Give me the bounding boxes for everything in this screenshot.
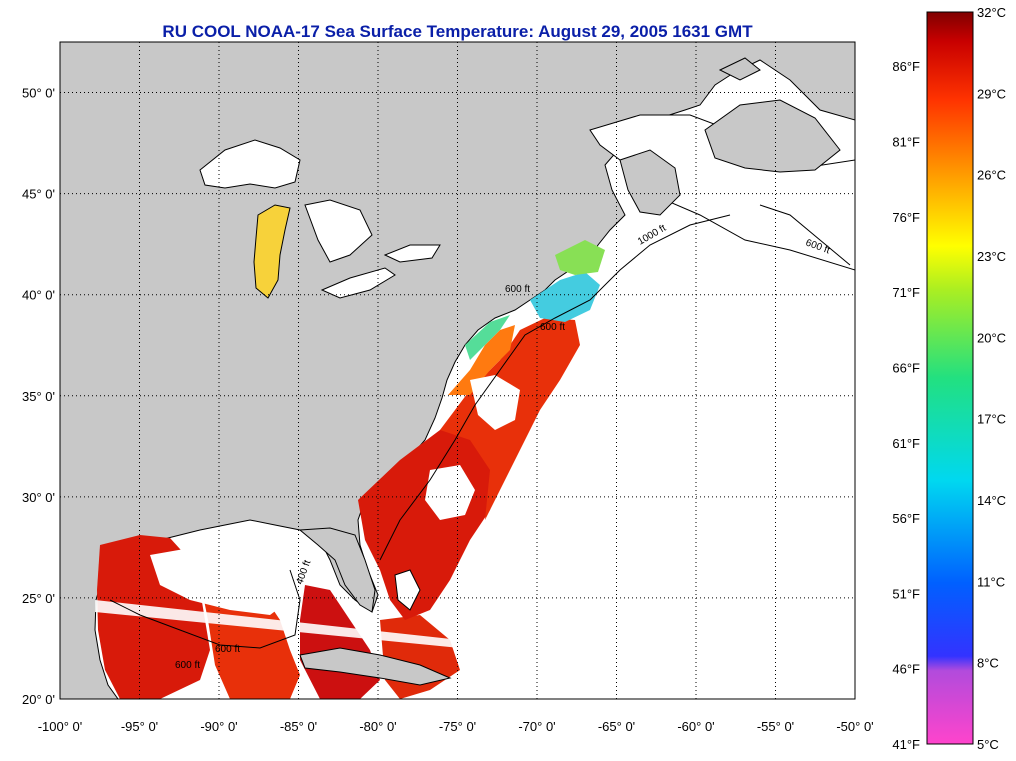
colorbar-fahrenheit-label: 51°F bbox=[892, 586, 920, 601]
lon-tick-label: -70° 0' bbox=[518, 719, 555, 734]
contour-gulf bbox=[109, 569, 301, 649]
cloud-gulf bbox=[150, 548, 290, 615]
lat-tick-label: 35° 0' bbox=[22, 389, 55, 404]
colorbar-fahrenheit-label: 66°F bbox=[892, 360, 920, 375]
lon-tick-label: -85° 0' bbox=[280, 719, 317, 734]
colorbar-fahrenheit-label: 41°F bbox=[892, 737, 920, 752]
greenland-tip bbox=[718, 57, 761, 81]
lake-michigan bbox=[253, 204, 291, 299]
lon-tick-label: -75° 0' bbox=[439, 719, 476, 734]
colorbar-fahrenheit-label: 56°F bbox=[892, 511, 920, 526]
colorbar-celsius-label: 29°C bbox=[977, 86, 1006, 101]
lon-tick-label: -50° 0' bbox=[836, 719, 873, 734]
lat-tick-label: 25° 0' bbox=[22, 591, 55, 606]
colorbar-fahrenheit-label: 76°F bbox=[892, 210, 920, 225]
lake-superior bbox=[199, 139, 301, 189]
colorbar-celsius-label: 17°C bbox=[977, 412, 1006, 427]
colorbar-celsius-label: 32°C bbox=[977, 5, 1006, 20]
lake-huron bbox=[304, 199, 373, 263]
colorbar-fahrenheit-label: 81°F bbox=[892, 135, 920, 150]
cuba bbox=[299, 647, 452, 686]
lon-tick-label: -95° 0' bbox=[121, 719, 158, 734]
sst-florida-atlantic bbox=[358, 420, 500, 620]
colorbar-celsius-label: 14°C bbox=[977, 493, 1006, 508]
lon-tick-label: -55° 0' bbox=[757, 719, 794, 734]
sst-gulf-of-maine-green bbox=[555, 240, 605, 275]
florida-peninsula bbox=[298, 527, 376, 613]
lake-ontario bbox=[383, 244, 441, 263]
colorbar-fahrenheit-label: 71°F bbox=[892, 285, 920, 300]
lon-tick-label: -60° 0' bbox=[677, 719, 714, 734]
lon-tick-label: -90° 0' bbox=[200, 719, 237, 734]
colorbar-celsius-label: 11°C bbox=[977, 574, 1005, 589]
colorbar bbox=[926, 11, 974, 745]
contour-label-4: 600 ft bbox=[505, 284, 530, 295]
contour-label-2: 600 ft bbox=[175, 660, 200, 671]
lat-tick-label: 30° 0' bbox=[22, 490, 55, 505]
plot-frame bbox=[59, 41, 856, 700]
map-title: RU COOL NOAA-17 Sea Surface Temperature:… bbox=[162, 22, 753, 41]
lon-tick-label: -80° 0' bbox=[359, 719, 396, 734]
colorbar-fahrenheit-label: 61°F bbox=[892, 436, 920, 451]
contour-atlantic bbox=[379, 214, 731, 561]
lake-erie bbox=[320, 267, 396, 299]
lat-tick-label: 50° 0' bbox=[22, 86, 55, 101]
colorbar-fahrenheit-label: 86°F bbox=[892, 59, 920, 74]
colorbar-celsius-label: 26°C bbox=[977, 168, 1006, 183]
bahamas bbox=[394, 569, 421, 611]
lat-tick-label: 45° 0' bbox=[22, 187, 55, 202]
cloud-south bbox=[425, 465, 475, 520]
colorbar-celsius-label: 5°C bbox=[977, 737, 999, 752]
cloud-east bbox=[470, 375, 520, 430]
colorbar-celsius-label: 8°C bbox=[977, 656, 999, 671]
lon-tick-label: -65° 0' bbox=[598, 719, 635, 734]
colorbar-fahrenheit-label: 46°F bbox=[892, 662, 920, 677]
sst-gulf-of-maine bbox=[530, 272, 600, 322]
lat-tick-label: 40° 0' bbox=[22, 288, 55, 303]
colorbar-celsius-label: 23°C bbox=[977, 249, 1006, 264]
nova-scotia bbox=[619, 149, 681, 216]
contour-label-5: 600 ft bbox=[540, 322, 565, 333]
satellite-swath-gap bbox=[95, 600, 460, 648]
lat-tick-label: 20° 0' bbox=[22, 692, 55, 707]
colorbar-celsius-label: 20°C bbox=[977, 330, 1006, 345]
sst-mid-atlantic bbox=[448, 325, 515, 395]
lon-tick-label: -100° 0' bbox=[38, 719, 83, 734]
sst-shelf-cool bbox=[465, 315, 510, 360]
newfoundland bbox=[704, 99, 841, 173]
contour-label-1: 600 ft bbox=[215, 644, 240, 655]
